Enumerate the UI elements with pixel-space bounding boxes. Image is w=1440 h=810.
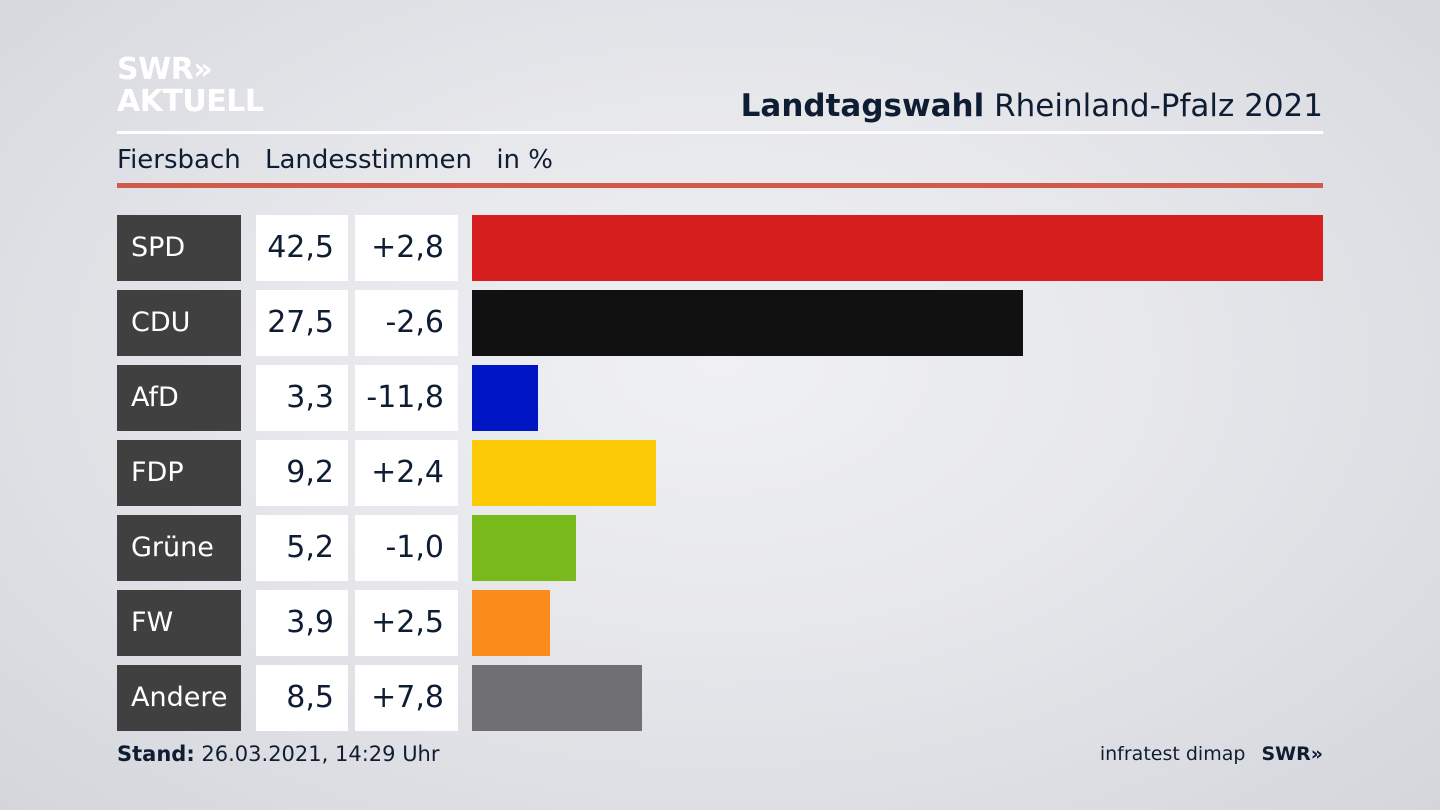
party-label: FW xyxy=(117,590,241,656)
vote-share-bar xyxy=(472,515,576,581)
logo-line-aktuell: AKTUELL xyxy=(117,84,264,119)
party-label: Grüne xyxy=(117,515,241,581)
vote-share-value: 3,3 xyxy=(256,365,348,431)
vote-share-bar xyxy=(472,215,1323,281)
stand-label: Stand: xyxy=(117,742,195,766)
logo-line-swr: SWR» xyxy=(117,52,213,87)
party-label: CDU xyxy=(117,290,241,356)
vote-share-bar xyxy=(472,590,550,656)
stand-value: 26.03.2021, 14:29 Uhr xyxy=(201,742,440,766)
title-region: Rheinland-Pfalz 2021 xyxy=(994,88,1323,124)
vote-change-value: +2,5 xyxy=(355,590,458,656)
vote-share-bar xyxy=(472,365,538,431)
vote-change-value: +2,4 xyxy=(355,440,458,506)
vote-change-value: -11,8 xyxy=(355,365,458,431)
vote-change-value: +7,8 xyxy=(355,665,458,731)
vote-share-value: 8,5 xyxy=(256,665,348,731)
party-label: SPD xyxy=(117,215,241,281)
header-divider xyxy=(117,131,1323,134)
party-label: FDP xyxy=(117,440,241,506)
vote-share-value: 3,9 xyxy=(256,590,348,656)
vote-share-value: 27,5 xyxy=(256,290,348,356)
vote-change-value: -2,6 xyxy=(355,290,458,356)
swr-brand-logo: SWR» xyxy=(1261,743,1323,765)
result-row: AfD 3,3 -11,8 xyxy=(117,365,1323,431)
timestamp: Stand: 26.03.2021, 14:29 Uhr xyxy=(117,740,440,768)
subheader: Fiersbach Landesstimmen in % xyxy=(117,142,569,178)
result-row: FDP 9,2 +2,4 xyxy=(117,440,1323,506)
result-row: SPD 42,5 +2,8 xyxy=(117,215,1323,281)
source-name: infratest dimap xyxy=(1099,743,1246,765)
party-label: AfD xyxy=(117,365,241,431)
vote-share-value: 5,2 xyxy=(256,515,348,581)
vote-share-bar xyxy=(472,440,656,506)
page-title: Landtagswahl Rheinland-Pfalz 2021 xyxy=(741,86,1323,126)
vote-share-bar xyxy=(472,290,1023,356)
vote-share-value: 9,2 xyxy=(256,440,348,506)
source-credit: infratest dimap SWR» xyxy=(1100,740,1323,768)
vote-change-value: -1,0 xyxy=(355,515,458,581)
result-row: CDU 27,5 -2,6 xyxy=(117,290,1323,356)
result-row: Andere 8,5 +7,8 xyxy=(117,665,1323,731)
place-name: Fiersbach xyxy=(117,145,241,175)
result-row: FW 3,9 +2,5 xyxy=(117,590,1323,656)
vote-type: Landesstimmen xyxy=(265,145,473,175)
vote-share-bar xyxy=(472,665,642,731)
party-label: Andere xyxy=(117,665,241,731)
title-election: Landtagswahl xyxy=(740,88,985,124)
unit-label: in % xyxy=(496,145,553,175)
swr-aktuell-logo: SWR» AKTUELL xyxy=(117,54,264,118)
accent-divider xyxy=(117,183,1323,188)
vote-share-value: 42,5 xyxy=(256,215,348,281)
vote-change-value: +2,8 xyxy=(355,215,458,281)
result-row: Grüne 5,2 -1,0 xyxy=(117,515,1323,581)
